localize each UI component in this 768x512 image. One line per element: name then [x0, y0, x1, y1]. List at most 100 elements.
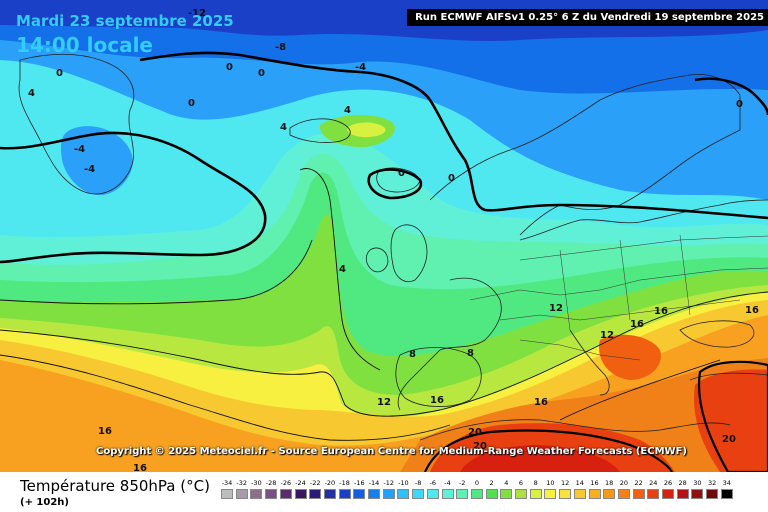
legend-cell: 0 [470, 478, 483, 499]
isotherm-label: 4 [344, 105, 351, 116]
isotherm-label: 8 [409, 349, 416, 360]
legend-label: 4 [504, 479, 509, 487]
isotherm-label: 0 [398, 168, 405, 179]
legend-cell: 8 [529, 478, 542, 499]
legend-cell: -26 [279, 478, 292, 499]
legend-label: 10 [546, 479, 555, 487]
legend-cell: -28 [265, 478, 278, 499]
legend-swatch [617, 489, 630, 499]
iceland-core-patch [347, 122, 386, 138]
legend-swatch [265, 489, 278, 499]
legend-cell: -18 [338, 478, 351, 499]
legend-cell: 16 [588, 478, 601, 499]
forecast-date: Mardi 23 septembre 2025 [16, 12, 234, 30]
legend-cell: 24 [647, 478, 660, 499]
copyright-notice: Copyright © 2025 Meteociel.fr - Source E… [96, 446, 687, 457]
thin-isotherms [0, 168, 768, 441]
legend-swatch [720, 489, 733, 499]
isotherm-label: 16 [654, 306, 668, 317]
legend-cell: 14 [573, 478, 586, 499]
legend-cell: -20 [323, 478, 336, 499]
legend-cell: -16 [353, 478, 366, 499]
legend-cell: -10 [397, 478, 410, 499]
legend-label: -8 [414, 479, 422, 487]
isotherm-label: 16 [745, 305, 759, 316]
legend-label: -24 [295, 479, 306, 487]
legend-label: -20 [324, 479, 336, 487]
legend-label: -4 [444, 479, 451, 487]
legend-swatch [309, 489, 322, 499]
legend-label: -34 [221, 479, 233, 487]
legend-swatch [250, 489, 263, 499]
isotherm-label: -4 [74, 144, 85, 155]
legend-cell: -14 [368, 478, 380, 499]
forecast-time: 14:00 locale [16, 33, 153, 57]
isotherm-label: 4 [280, 122, 287, 133]
legend-cell: 20 [617, 478, 630, 499]
legend-label: 16 [590, 479, 599, 487]
legend-swatch [706, 489, 719, 499]
isotherm-label: 16 [133, 463, 147, 472]
legend-swatch [279, 489, 292, 499]
legend-label: 26 [663, 479, 673, 487]
temperature-map: -12 -8 0 0 -4 4 0 4 -4 -4 0 0 0 4 4 8 8 … [0, 0, 768, 472]
legend-label: -12 [383, 479, 394, 487]
turkey-hot-zone [694, 369, 768, 472]
isotherm-label: 16 [534, 397, 548, 408]
legend-cell: 32 [706, 478, 719, 499]
legend-cell: -34 [221, 478, 233, 499]
isotherm-label: -8 [275, 42, 286, 53]
legend-swatch [676, 489, 689, 499]
isotherm-label: 20 [722, 434, 736, 445]
legend-cell: 22 [632, 478, 645, 499]
legend-label: 28 [678, 479, 687, 487]
legend-label: -6 [429, 479, 437, 487]
lead-time: (+ 102h) [20, 497, 69, 508]
run-info: Run ECMWF AIFSv1 0.25° 6 Z du Vendredi 1… [407, 9, 768, 26]
parameter-title: Température 850hPa (°C) [20, 477, 210, 495]
legend-cell: 10 [544, 478, 557, 499]
isotherm-label: 20 [468, 427, 482, 438]
legend-cell: -12 [382, 478, 395, 499]
legend-label: -10 [398, 479, 409, 487]
legend-label: -16 [353, 479, 365, 487]
legend-cell: 6 [515, 478, 527, 499]
legend-cell: 30 [691, 478, 704, 499]
legend-swatch [323, 489, 336, 499]
sahara-hot-core [460, 445, 620, 472]
legend-cell: -22 [309, 478, 322, 499]
isotherm-label: 0 [188, 98, 195, 109]
legend-label: 12 [560, 479, 570, 487]
isotherm-label: 20 [473, 441, 487, 452]
country-borders [469, 234, 768, 361]
legend-swatch [544, 489, 557, 499]
isotherm-label: 4 [339, 264, 346, 275]
isotherm-label: 0 [226, 62, 233, 73]
isotherm-label: 0 [56, 68, 63, 79]
legend-swatch [559, 489, 572, 499]
legend-label: -18 [339, 479, 350, 487]
isotherm-label: -4 [84, 164, 95, 175]
balkans-warm-patch [599, 334, 661, 380]
isotherm-label: 8 [467, 348, 474, 359]
legend-label: 20 [619, 479, 629, 487]
legend-cell: -8 [412, 478, 425, 499]
greenland-cold-patch [60, 126, 133, 195]
legend-swatch [426, 489, 439, 499]
legend-label: 22 [634, 479, 643, 487]
isotherm-label: -4 [355, 62, 366, 73]
legend-label: 0 [474, 479, 479, 487]
legend-cell: -2 [456, 478, 469, 499]
legend-cell: 2 [485, 478, 498, 499]
isotherm-label: 4 [28, 88, 35, 99]
legend-label: 2 [489, 479, 494, 487]
legend-label: 32 [707, 479, 717, 487]
legend-swatch [441, 489, 454, 499]
legend-cell: 34 [720, 478, 733, 499]
legend-swatch [647, 489, 660, 499]
legend-swatch [412, 489, 425, 499]
legend-swatch [456, 489, 469, 499]
isotherm-label: 0 [448, 173, 455, 184]
legend-label: -30 [251, 479, 262, 487]
legend-label: -32 [236, 479, 247, 487]
